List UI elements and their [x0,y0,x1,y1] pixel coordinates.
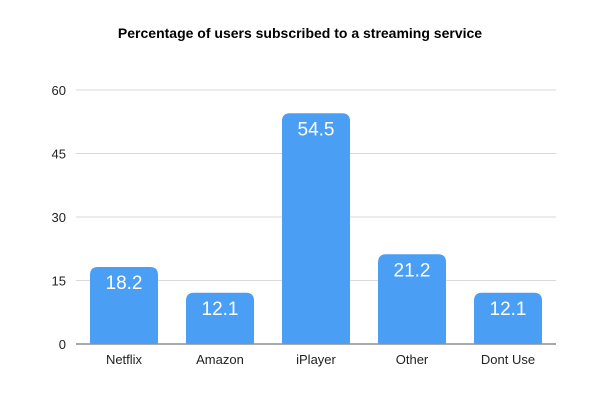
x-category-label: Dont Use [481,352,535,367]
bar-dont-use [474,292,542,344]
bar-iplayer [282,113,350,345]
bar-netflix [90,266,158,344]
x-category-label: Amazon [196,352,244,367]
y-tick-label: 15 [52,274,66,289]
bar-amazon [186,292,254,344]
data-label: 54.5 [298,119,335,140]
data-label: 12.1 [490,299,527,320]
chart-title: Percentage of users subscribed to a stre… [118,25,482,41]
y-tick-label: 0 [59,337,66,352]
x-category-label: iPlayer [296,352,336,367]
y-tick-label: 45 [52,147,66,162]
data-label: 18.2 [106,273,143,294]
bar-other [378,254,446,344]
x-category-label: Other [396,352,429,367]
y-tick-label: 30 [52,210,66,225]
y-tick-label: 60 [52,83,66,98]
data-label: 21.2 [394,260,431,281]
x-category-label: Netflix [106,352,143,367]
data-label: 12.1 [202,299,239,320]
